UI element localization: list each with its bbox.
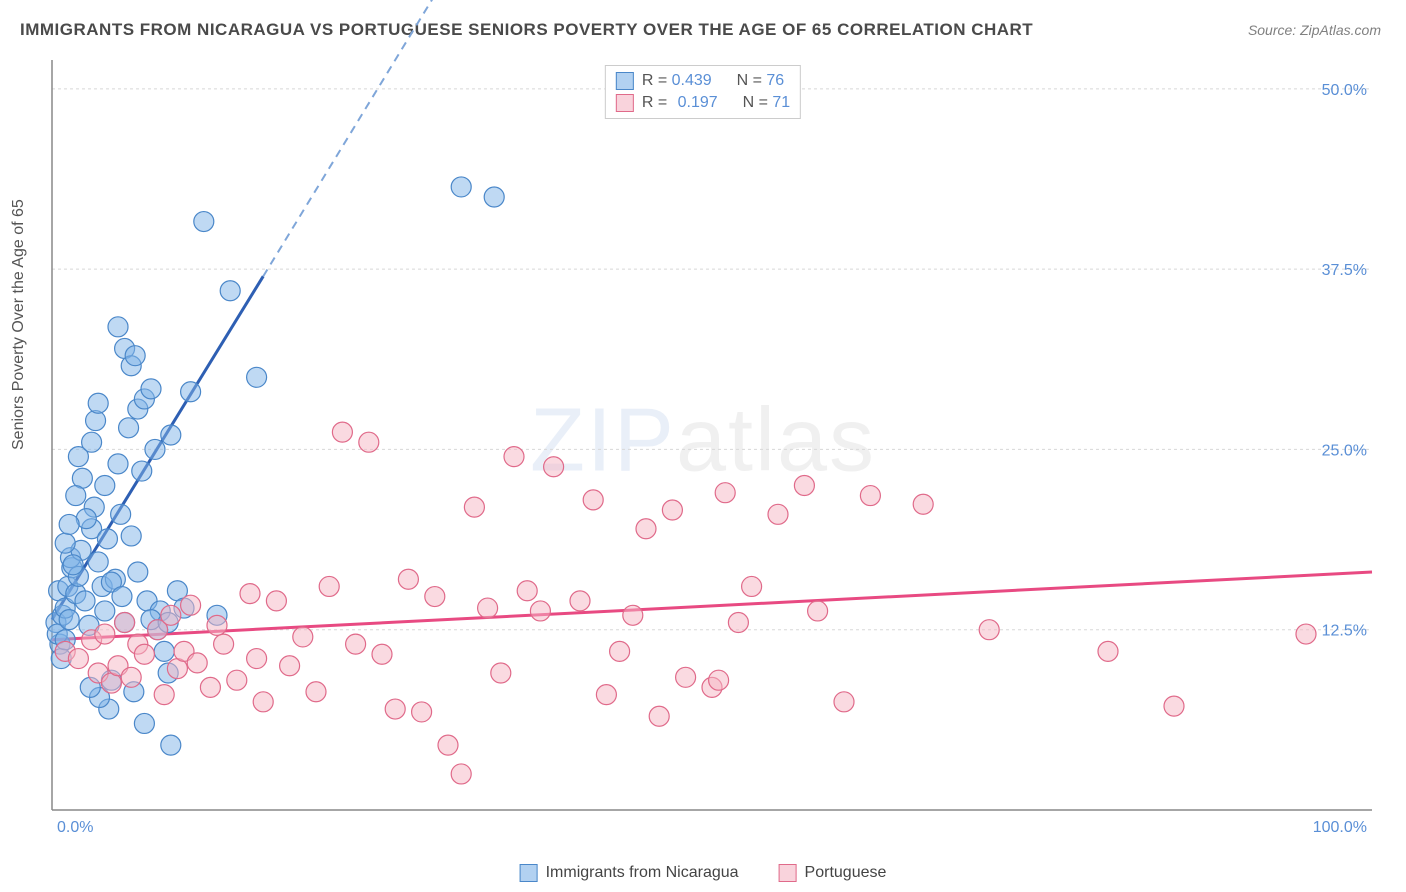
svg-text:25.0%: 25.0%: [1322, 442, 1367, 459]
legend-row-pink: R = 0.197 N = 71: [616, 92, 790, 114]
svg-text:50.0%: 50.0%: [1322, 82, 1367, 99]
svg-text:12.5%: 12.5%: [1322, 623, 1367, 640]
chart-title: IMMIGRANTS FROM NICARAGUA VS PORTUGUESE …: [20, 20, 1033, 40]
series-legend: Immigrants from Nicaragua Portuguese: [520, 864, 887, 882]
swatch-pink-icon: [616, 94, 634, 112]
swatch-blue-icon: [616, 72, 634, 90]
chart-plot-area: 12.5% 25.0% 37.5% 50.0% 0.0% 100.0%: [52, 60, 1382, 840]
source-label: Source:: [1248, 22, 1300, 38]
legend-blue-label: Immigrants from Nicaragua: [546, 864, 739, 882]
legend-pink-R: R = 0.197: [642, 94, 718, 112]
source-attribution: Source: ZipAtlas.com: [1248, 22, 1381, 38]
legend-row-blue: R = 0.439 N = 76: [616, 70, 790, 92]
n-value: 76: [766, 72, 784, 89]
legend-blue-R: R = 0.439: [642, 72, 712, 90]
chart-svg: 12.5% 25.0% 37.5% 50.0% 0.0% 100.0%: [52, 60, 1382, 840]
legend-pink-N: N = 71: [743, 94, 791, 112]
r-label: R =: [642, 72, 667, 89]
y-axis-label: Seniors Poverty Over the Age of 65: [10, 199, 28, 450]
tick-labels: 12.5% 25.0% 37.5% 50.0% 0.0% 100.0%: [57, 82, 1367, 836]
legend-item-blue: Immigrants from Nicaragua: [520, 864, 739, 882]
n-value: 71: [772, 94, 790, 111]
svg-text:0.0%: 0.0%: [57, 819, 93, 836]
grid-lines: [52, 89, 1372, 630]
r-value: 0.439: [672, 72, 712, 89]
n-label: N =: [743, 94, 768, 111]
swatch-pink-icon: [779, 864, 797, 882]
r-label: R =: [642, 94, 667, 111]
scatter-pink: [55, 422, 1316, 784]
swatch-blue-icon: [520, 864, 538, 882]
source-link[interactable]: ZipAtlas.com: [1300, 22, 1381, 38]
legend-blue-N: N = 76: [737, 72, 785, 90]
legend-item-pink: Portuguese: [779, 864, 887, 882]
correlation-legend: R = 0.439 N = 76 R = 0.197 N = 71: [605, 65, 801, 119]
n-label: N =: [737, 72, 762, 89]
legend-pink-label: Portuguese: [805, 864, 887, 882]
svg-text:37.5%: 37.5%: [1322, 262, 1367, 279]
svg-text:100.0%: 100.0%: [1313, 819, 1367, 836]
r-value: 0.197: [672, 94, 718, 111]
